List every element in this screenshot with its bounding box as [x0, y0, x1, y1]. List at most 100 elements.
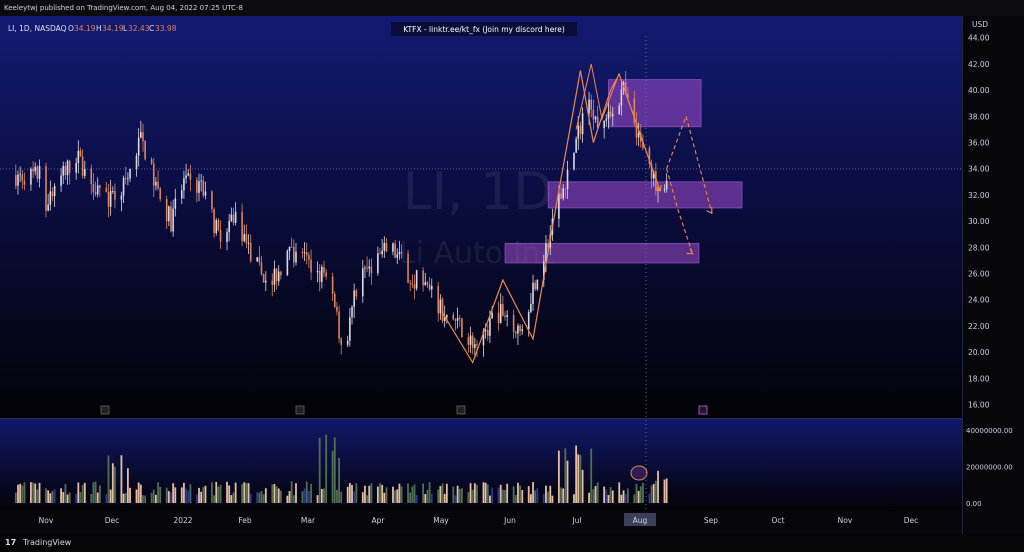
candle-body	[482, 330, 485, 346]
volume-bar	[364, 485, 366, 503]
volume-bar	[590, 448, 593, 503]
volume-bar	[144, 495, 147, 503]
candle-body	[92, 184, 95, 193]
candle-body	[107, 192, 110, 207]
candle-body	[152, 163, 155, 186]
lower-zone	[504, 242, 700, 264]
volume-bar	[609, 487, 612, 503]
volume-bar	[605, 489, 608, 503]
volume-bar	[519, 485, 521, 503]
candle-body	[232, 214, 235, 223]
candle-body	[560, 193, 562, 199]
volume-bar	[277, 488, 280, 503]
candle-body	[150, 159, 153, 164]
candle-body	[443, 317, 446, 322]
candle-body	[271, 280, 274, 285]
candle-body	[394, 243, 396, 258]
volume-bar	[64, 484, 67, 503]
volume-bar	[301, 491, 304, 503]
dividend-marker[interactable]	[295, 405, 305, 415]
volume-bar	[122, 493, 125, 503]
arrow-head-lower	[686, 248, 694, 255]
volume-bar	[594, 486, 597, 503]
volume-bar	[96, 492, 99, 503]
volume-bar	[243, 482, 246, 503]
candle-body	[36, 166, 39, 179]
volume-bar	[111, 463, 114, 503]
candles	[15, 71, 668, 359]
candle-body	[144, 141, 146, 160]
price-axis[interactable]: 44.00 42.00 40.00 38.00 36.00 34.00 32.00 30.00…	[968, 34, 990, 410]
time-tick-label: Dec	[105, 516, 120, 525]
volume-bar	[489, 495, 491, 503]
volume-bar	[383, 492, 386, 503]
candle-body	[189, 173, 192, 180]
volume-bar	[592, 489, 595, 503]
volume-highlight-circle	[630, 465, 648, 481]
volume-bar	[622, 490, 625, 503]
volume-bar	[157, 482, 159, 503]
volume-bar	[648, 493, 651, 503]
volume-bar	[241, 484, 244, 503]
volume-bar	[607, 494, 610, 503]
price-tick-label: 32.00	[968, 191, 990, 200]
candle-body	[502, 304, 504, 316]
candle-body	[461, 318, 463, 338]
volume-bar	[506, 483, 509, 503]
volume-bar	[529, 494, 532, 503]
volume-bar	[536, 488, 539, 503]
candle-body	[249, 242, 252, 262]
candle-body	[635, 123, 638, 138]
volume-bar	[260, 491, 263, 503]
candle-body	[213, 209, 215, 234]
volume-bar	[135, 489, 138, 503]
mid-zone	[547, 181, 743, 209]
candle-body	[318, 270, 321, 282]
dividend-marker[interactable]	[456, 405, 466, 415]
candle-body	[243, 234, 246, 242]
candle-body	[430, 285, 433, 290]
volume-bar	[437, 489, 440, 503]
candle-body	[353, 290, 355, 307]
candle-body	[215, 220, 218, 234]
candle-body	[657, 190, 659, 191]
candle-body	[127, 178, 129, 180]
dividend-marker[interactable]	[100, 405, 110, 415]
candle-body	[467, 337, 470, 345]
volume-bar	[454, 495, 457, 503]
volume-bar	[187, 490, 190, 503]
volume-bar	[527, 486, 530, 503]
tradingview-brand[interactable]: TradingView	[23, 538, 72, 547]
candle-body	[392, 243, 394, 252]
volume-bar	[295, 483, 297, 503]
candle-body	[521, 329, 524, 332]
time-axis[interactable]: Nov Dec 2022 Feb Mar Apr May Jun Jul Aug Sep Oct Nov…	[39, 513, 919, 526]
earnings-marker[interactable]	[698, 405, 708, 415]
volume-bar	[316, 495, 319, 503]
volume-bar	[665, 478, 668, 503]
volume-bar	[413, 484, 416, 503]
volume-bar	[333, 437, 336, 503]
volume-bar	[411, 486, 414, 503]
candle-body	[340, 338, 343, 345]
candle-body	[30, 168, 32, 185]
chart-area[interactable]: LI, 1D Li Auto Inc LI, 1D, NASDAQ O 34.1…	[0, 16, 1024, 534]
time-tick-label: Jun	[503, 516, 516, 525]
volume-bar	[407, 483, 409, 503]
volume-axis[interactable]: 40000000.00 20000000.00 0.00	[966, 427, 1013, 508]
volume-bar	[308, 490, 310, 503]
volume-bar	[577, 454, 580, 503]
banner-box	[391, 22, 577, 36]
candle-body	[34, 166, 37, 172]
candle-body	[174, 198, 177, 209]
volume-bar	[355, 483, 358, 503]
volume-bar	[139, 484, 142, 503]
candle-body	[204, 191, 207, 196]
candle-body	[68, 160, 71, 173]
candle-body	[497, 312, 500, 324]
candle-body	[484, 330, 487, 331]
tradingview-logo[interactable]: 17	[5, 538, 17, 547]
candle-body	[77, 150, 80, 164]
volume-bar	[219, 484, 222, 503]
volume-bar	[264, 488, 267, 503]
